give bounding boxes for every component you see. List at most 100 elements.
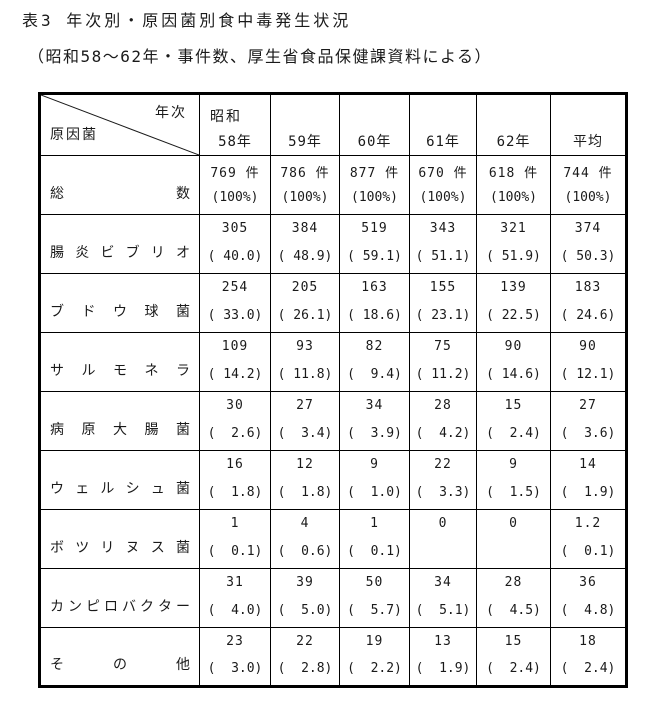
percent-value: ( 12.1)	[560, 367, 616, 382]
data-cell: 75 ( 11.2)	[409, 332, 477, 392]
count-value: 28	[504, 575, 523, 590]
count-value: 9	[370, 457, 379, 472]
count-value: 1	[230, 516, 240, 531]
row-label-cell: 腸炎ビブリオ	[39, 214, 200, 274]
percent-value: ( 4.5)	[486, 603, 541, 618]
data-cell: 90 ( 12.1)	[550, 332, 627, 392]
era-label: 昭和	[210, 108, 242, 125]
percent-value: ( 1.0)	[347, 485, 402, 500]
data-cell: 1 ( 0.1)	[339, 509, 410, 569]
count-value: 28	[434, 398, 452, 413]
data-cell: 90 ( 14.6)	[476, 332, 551, 392]
table-row: 腸炎ビブリオ 305 ( 40.0) 384 ( 48.9) 519 ( 59.1) 343 (…	[39, 214, 627, 274]
data-cell: 36 ( 4.8)	[550, 568, 627, 628]
data-cell: 618 件 (100%)	[476, 155, 551, 215]
count-value: 1	[370, 516, 379, 531]
percent-value: ( 59.1)	[347, 249, 402, 264]
percent-value: ( 23.1)	[415, 308, 471, 323]
count-value: 9	[509, 457, 518, 472]
count-value: 163	[361, 280, 388, 295]
row-label: ボツリヌス菌	[50, 540, 190, 556]
percent-value: ( 2.8)	[277, 661, 333, 676]
data-cell: 14 ( 1.9)	[550, 450, 627, 510]
count-value: 670 件	[418, 166, 468, 181]
era-label	[340, 100, 409, 131]
era-label	[477, 100, 550, 131]
row-label: 腸炎ビブリオ	[50, 245, 190, 261]
data-cell: 13 ( 1.9)	[409, 627, 477, 687]
data-cell: 12 ( 1.8)	[270, 450, 340, 510]
percent-value: ( 33.0)	[207, 308, 263, 323]
table-row: 総数 769 件 (100%) 786 件 (100%) 877 件 (100%) 670 件…	[39, 155, 627, 215]
row-label-cell: ボツリヌス菌	[39, 509, 200, 569]
percent-value: ( 3.0)	[207, 661, 263, 676]
percent-value: ( 4.2)	[415, 426, 471, 441]
count-value: 82	[365, 339, 384, 354]
percent-value: (100%)	[211, 190, 259, 205]
percent-value: ( 0.1)	[207, 544, 263, 559]
count-value: 13	[434, 634, 452, 649]
count-value: 254	[221, 280, 249, 295]
percent-value: ( 2.2)	[347, 661, 402, 676]
data-cell: 155 ( 23.1)	[409, 273, 477, 333]
row-label: ブドウ球菌	[50, 304, 190, 320]
percent-value: ( 14.6)	[486, 367, 541, 382]
count-value: 519	[361, 221, 388, 236]
data-cell: 321 ( 51.9)	[476, 214, 551, 274]
row-label-cell: 総数	[39, 155, 200, 215]
data-cell: 9 ( 1.0)	[339, 450, 410, 510]
percent-value: ( 2.4)	[486, 661, 541, 676]
page-title: 表3 年次別・原因菌別食中毒発生状況	[22, 11, 352, 30]
percent-value: ( 26.1)	[277, 308, 333, 323]
data-cell: 39 ( 5.0)	[270, 568, 340, 628]
data-cell: 877 件 (100%)	[339, 155, 410, 215]
data-cell: 9 ( 1.5)	[476, 450, 551, 510]
data-cell: 374 ( 50.3)	[550, 214, 627, 274]
row-label-cell: サルモネラ	[39, 332, 200, 392]
data-cell: 50 ( 5.7)	[339, 568, 410, 628]
percent-value: (100%)	[281, 190, 329, 205]
data-cell: 744 件 (100%)	[550, 155, 627, 215]
row-label: 総数	[50, 186, 190, 202]
percent-value: ( 0.1)	[347, 544, 402, 559]
corner-label-year: 年次	[155, 105, 187, 121]
count-value: 183	[574, 280, 602, 295]
percent-value: ( 5.1)	[415, 603, 471, 618]
data-cell: 15 ( 2.4)	[476, 627, 551, 687]
data-cell: 0	[409, 509, 477, 569]
corner-label-cause: 原因菌	[50, 127, 98, 143]
data-cell: 519 ( 59.1)	[339, 214, 410, 274]
row-label-cell: ウェルシュ菌	[39, 450, 200, 510]
count-value: 744 件	[563, 166, 613, 181]
count-value: 205	[291, 280, 319, 295]
data-cell: 0	[476, 509, 551, 569]
era-label	[271, 100, 339, 131]
count-value: 90	[579, 339, 597, 354]
page-subtitle: （昭和58～62年・事件数、厚生省食品保健課資料による）	[28, 47, 493, 66]
count-value: 16	[226, 457, 244, 472]
data-cell: 34 ( 3.9)	[339, 391, 410, 451]
percent-value: ( 48.9)	[277, 249, 333, 264]
percent-value: ( 22.5)	[486, 308, 541, 323]
percent-value: ( 4.0)	[207, 603, 263, 618]
data-cell: 4 ( 0.6)	[270, 509, 340, 569]
count-value: 155	[429, 280, 457, 295]
data-cell: 82 ( 9.4)	[339, 332, 410, 392]
era-label	[551, 100, 625, 131]
column-header: 平均	[550, 93, 627, 156]
data-cell: 1 ( 0.1)	[199, 509, 271, 569]
percent-value: ( 1.8)	[277, 485, 333, 500]
data-cell: 670 件 (100%)	[409, 155, 477, 215]
data-cell: 205 ( 26.1)	[270, 273, 340, 333]
data-cell: 769 件 (100%)	[199, 155, 271, 215]
year-label: 58年	[218, 133, 252, 150]
count-value: 27	[579, 398, 597, 413]
table-row: ボツリヌス菌 1 ( 0.1) 4 ( 0.6) 1 ( 0.1) 0 0 1.2 ( 0.1)	[39, 509, 627, 569]
data-cell: 15 ( 2.4)	[476, 391, 551, 451]
percent-value: ( 50.3)	[560, 249, 616, 264]
percent-value	[410, 546, 476, 559]
data-cell: 1.2 ( 0.1)	[550, 509, 627, 569]
data-cell: 18 ( 2.4)	[550, 627, 627, 687]
table-header: 年次 原因菌 昭和 58年 59年 60年 61年 62年 平均	[39, 93, 627, 156]
count-value: 877 件	[349, 166, 400, 181]
